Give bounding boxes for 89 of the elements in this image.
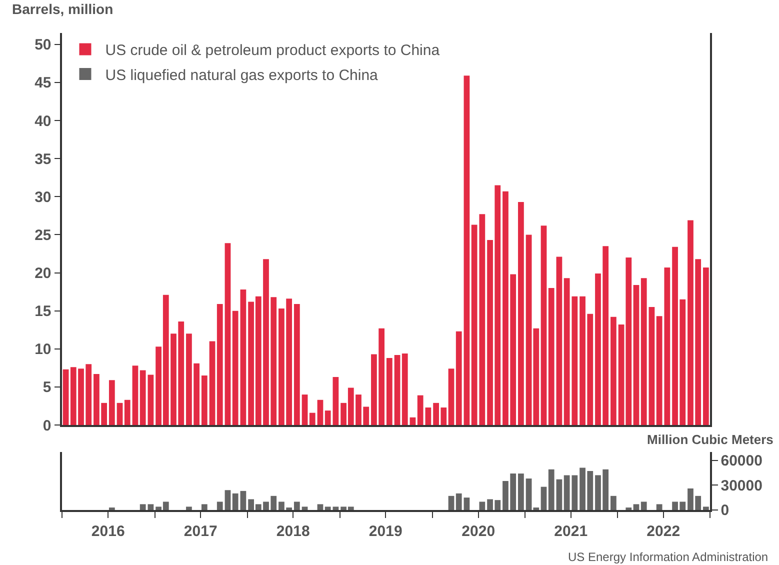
y-tick-label: 0 <box>42 417 52 434</box>
bar <box>317 504 324 510</box>
x-tick-label: 2017 <box>184 522 218 540</box>
bar <box>479 502 486 510</box>
bar <box>148 504 154 510</box>
bar <box>548 469 554 510</box>
x-tick-label: 2020 <box>462 522 496 540</box>
bar <box>224 243 231 425</box>
bar <box>640 502 647 510</box>
bar <box>402 353 408 425</box>
x-tick-label: 2016 <box>91 522 125 540</box>
bar <box>201 504 208 510</box>
legend-label: US liquefied natural gas exports to China <box>105 66 379 84</box>
bar <box>556 479 562 510</box>
bar <box>464 76 470 425</box>
y-tick-label: 30 <box>34 188 52 206</box>
bar <box>633 504 640 510</box>
bar <box>540 486 547 510</box>
y-tick-label: 60000 <box>720 452 762 470</box>
bar <box>332 377 339 425</box>
bar <box>386 358 392 425</box>
bar <box>656 504 662 510</box>
y-axis-title: Million Cubic Meters <box>647 432 774 447</box>
x-tick-label: 2018 <box>276 522 310 540</box>
y-tick-label: 20 <box>34 265 52 282</box>
bar <box>309 412 316 425</box>
y-tick-label: 0 <box>720 502 730 520</box>
bar <box>610 496 616 510</box>
bar <box>456 493 462 510</box>
bar <box>448 496 454 510</box>
bar <box>556 256 562 425</box>
legend-label: US crude oil & petroleum product exports to China <box>105 42 440 60</box>
bar <box>548 288 554 425</box>
bar <box>232 493 238 510</box>
y-tick-label: 25 <box>34 226 52 244</box>
bar <box>518 474 524 510</box>
bar <box>464 498 470 510</box>
bar <box>201 376 208 425</box>
bar <box>132 366 138 425</box>
y-axis-title: Barrels, million <box>12 1 114 17</box>
bar <box>540 226 547 425</box>
bar <box>148 374 154 425</box>
y-tick-label: 15 <box>34 303 52 320</box>
bar <box>640 278 647 425</box>
bar <box>302 506 308 510</box>
bar <box>186 506 192 510</box>
bar <box>394 354 400 425</box>
bar <box>417 395 424 425</box>
bar <box>209 341 216 425</box>
bar <box>456 331 462 425</box>
x-tick-label: 2022 <box>646 522 680 540</box>
bar <box>648 307 655 425</box>
bar <box>294 502 300 510</box>
bar <box>62 369 69 425</box>
bar <box>224 490 231 510</box>
bar <box>518 202 524 425</box>
bar <box>240 490 246 510</box>
bar <box>703 506 709 510</box>
y-tick-label: 45 <box>34 74 52 92</box>
bar <box>703 267 709 425</box>
y-tick-label: 40 <box>34 112 52 130</box>
bar <box>448 368 454 425</box>
bar <box>633 284 640 425</box>
bar <box>324 410 331 425</box>
y-tick-label: 10 <box>34 341 52 358</box>
bar <box>610 316 616 425</box>
bar <box>324 506 331 510</box>
bar <box>302 394 308 425</box>
y-tick-label: 35 <box>34 150 52 168</box>
bar <box>124 400 130 425</box>
bar <box>140 504 146 510</box>
bar <box>116 402 123 425</box>
x-tick-label: 2021 <box>554 522 588 540</box>
bar <box>425 407 432 425</box>
bar <box>317 400 324 425</box>
y-tick-label: 5 <box>42 379 52 396</box>
y-tick-label: 50 <box>34 36 52 54</box>
text: US Energy Information Administration <box>568 550 768 564</box>
bar <box>240 290 246 425</box>
bar <box>294 304 300 425</box>
bar <box>108 380 115 425</box>
bar <box>216 304 223 425</box>
bar <box>216 502 223 510</box>
bar <box>332 506 339 510</box>
bar <box>410 417 416 425</box>
bar <box>232 310 238 425</box>
y-tick-label: 30000 <box>720 477 762 494</box>
x-tick-label: 2019 <box>368 522 402 540</box>
bar <box>140 370 146 425</box>
